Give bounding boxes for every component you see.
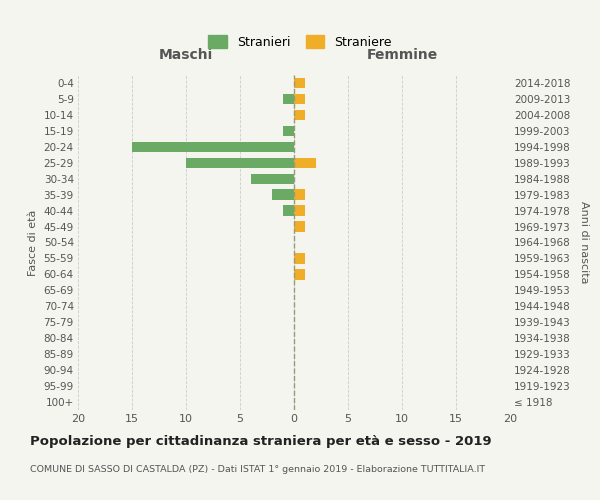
Y-axis label: Fasce di età: Fasce di età xyxy=(28,210,38,276)
Bar xyxy=(294,254,305,264)
Bar xyxy=(132,142,294,152)
Bar xyxy=(294,78,305,88)
Bar xyxy=(294,94,305,104)
Bar xyxy=(294,206,305,216)
Bar xyxy=(283,94,294,104)
Bar xyxy=(283,126,294,136)
Legend: Stranieri, Straniere: Stranieri, Straniere xyxy=(205,31,395,52)
Text: COMUNE DI SASSO DI CASTALDA (PZ) - Dati ISTAT 1° gennaio 2019 - Elaborazione TUT: COMUNE DI SASSO DI CASTALDA (PZ) - Dati … xyxy=(30,465,485,474)
Bar xyxy=(294,110,305,120)
Bar xyxy=(294,222,305,232)
Y-axis label: Anni di nascita: Anni di nascita xyxy=(579,201,589,284)
Bar xyxy=(294,158,316,168)
Text: Popolazione per cittadinanza straniera per età e sesso - 2019: Popolazione per cittadinanza straniera p… xyxy=(30,435,491,448)
Text: Maschi: Maschi xyxy=(159,48,213,62)
Text: Femmine: Femmine xyxy=(367,48,437,62)
Bar xyxy=(294,269,305,280)
Bar xyxy=(272,190,294,200)
Bar xyxy=(283,206,294,216)
Bar xyxy=(251,174,294,184)
Bar xyxy=(294,190,305,200)
Bar xyxy=(186,158,294,168)
